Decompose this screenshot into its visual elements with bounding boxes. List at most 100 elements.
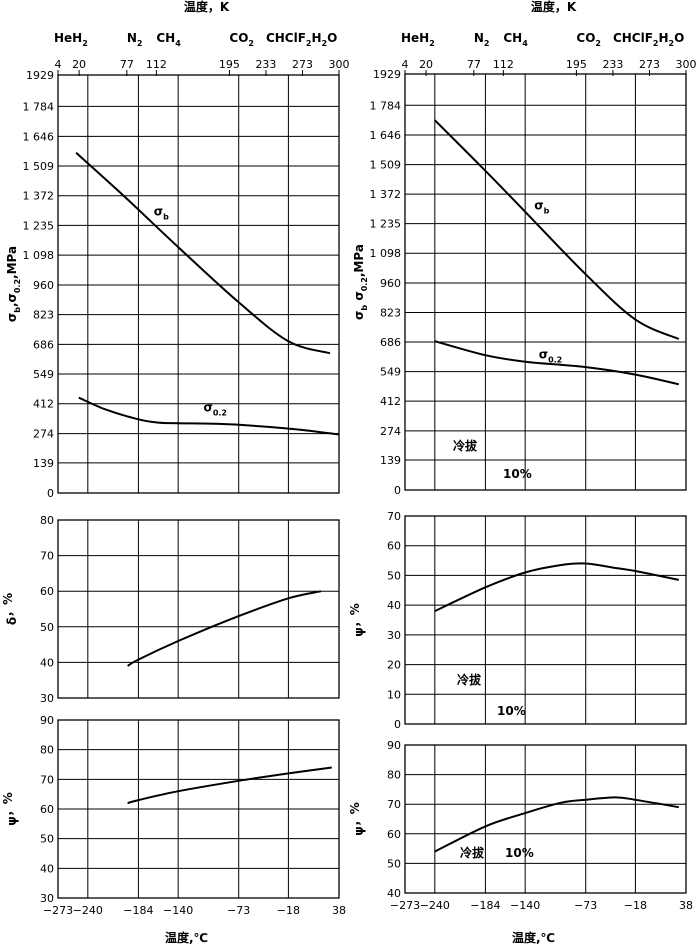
right-reduction-2-ytick-40: 40 — [387, 887, 401, 900]
left-strength-ytick-823: 823 — [33, 309, 54, 322]
left-strength-ytick-1784: 1 784 — [23, 100, 55, 113]
left-k-tick-195: 195 — [219, 58, 240, 71]
right-reduction-1-ytick-20: 20 — [387, 659, 401, 672]
panel-left-strength: 0 139 274 412 549 686 823 960 1 098 1 235 1 372 1 5… — [5, 69, 340, 500]
right-strength-ylabel-part-0: σ — [352, 311, 366, 320]
right-k-tick-4: 4 — [402, 58, 409, 71]
right-substance-ch: CH4 — [503, 31, 528, 48]
left-substance-co: CO2 — [229, 31, 254, 48]
right-bottom-axis-title: 温度,℃ — [512, 930, 555, 945]
right-substance-co-part-1: 2 — [595, 39, 601, 48]
left-strength-ytick-0: 0 — [47, 487, 54, 500]
left-strength-ytick-1098: 1 098 — [23, 249, 55, 262]
right-reduction-1-ytick-70: 70 — [387, 510, 401, 523]
right-xtick-38: 38 — [679, 899, 693, 912]
left-substance-chclf-part-4: O — [327, 31, 337, 45]
left-xtick--184: −184 — [123, 904, 153, 917]
right-substance-chclf-part-4: O — [674, 31, 684, 45]
left-xtick--18: −18 — [277, 904, 300, 917]
left-k-tick-77: 77 — [120, 58, 134, 71]
right-reduction-2-series-0-line — [434, 796, 679, 853]
left-substance-chclf-part-2: H — [311, 31, 321, 45]
left-strength-series-1-label-part-0: σ — [203, 401, 212, 415]
right-reduction-1-series-0-line — [434, 562, 680, 613]
left-xtick--73: −73 — [227, 904, 250, 917]
right-substance-n-part-1: 2 — [484, 39, 490, 48]
left-strength-series-0-line — [75, 152, 331, 355]
left-reduction-ylabel: ψ，% — [1, 792, 19, 826]
right-substance-n-part-0: N — [474, 31, 484, 45]
right-substance-ch-part-1: 4 — [522, 39, 528, 48]
right-k-tick-77: 77 — [467, 58, 481, 71]
left-strength-ytick-549: 549 — [33, 368, 54, 381]
right-strength-ytick-1509: 1 509 — [370, 159, 402, 172]
left-elongation-ytick-30: 30 — [40, 692, 54, 705]
left-strength-ytick-1509: 1 509 — [23, 160, 55, 173]
left-strength-series-0-label-part-1: b — [163, 213, 169, 222]
right-substance-chclf: CHClF2H2O — [613, 31, 684, 48]
right-substance-heh-part-0: HeH — [401, 31, 429, 45]
right-reduction-1-ytick-10: 10 — [387, 688, 401, 701]
right-strength-series-1-line — [434, 340, 680, 386]
right-strength-ytick-960: 960 — [380, 277, 401, 290]
left-substance-heh: HeH2 — [54, 31, 88, 48]
right-strength-series-0-label-part-0: σ — [534, 199, 543, 213]
right-strength-ylabel: σb σ0.2,MPa — [352, 244, 369, 320]
right-strength-ytick-0: 0 — [394, 484, 401, 497]
right-strength-frame — [404, 73, 687, 491]
left-strength-ytick-1929: 1929 — [26, 69, 54, 82]
right-reduction-1-ytick-60: 60 — [387, 540, 401, 553]
left-elongation-ytick-50: 50 — [40, 621, 54, 634]
left-strength-ytick-1235: 1 235 — [23, 219, 55, 232]
left-reduction-series-0-line — [127, 766, 332, 805]
left-k-tick-112: 112 — [146, 58, 167, 71]
right-reduction-1-ytick-0: 0 — [394, 718, 401, 731]
left-xtick--273: −273 — [43, 904, 73, 917]
right-k-tick-20: 20 — [419, 58, 433, 71]
right-xtick--240: −240 — [420, 899, 450, 912]
right-reduction-2-ytick-70: 70 — [387, 798, 401, 811]
left-strength-ytick-1646: 1 646 — [23, 130, 55, 143]
left-strength-ylabel-part-5: ,MPa — [5, 246, 19, 279]
right-reduction-1-ylabel: ψ，% — [348, 603, 366, 637]
right-reduction-2-ytick-50: 50 — [387, 857, 401, 870]
left-strength-series-0-label-part-0: σ — [154, 205, 163, 219]
left-substance-chclf: CHClF2H2O — [266, 31, 337, 48]
left-substance-chclf-part-3: 2 — [322, 39, 328, 48]
left-reduction-ytick-80: 80 — [40, 744, 54, 757]
right-strength-series-1-label: σ0.2 — [539, 347, 563, 364]
right-strength-series-0-line — [434, 119, 680, 340]
left-k-tick-233: 233 — [255, 58, 276, 71]
left-strength-series-1-line — [78, 396, 340, 436]
right-k-tick-300: 300 — [676, 58, 697, 71]
left-strength-series-1-label: σ0.2 — [203, 401, 227, 418]
right-strength-ytick-686: 686 — [380, 336, 401, 349]
right-substance-n: N2 — [474, 31, 490, 48]
panel-left-elongation: 30 40 50 60 70 80 δ，% — [1, 514, 340, 705]
left-strength-ytick-1372: 1 372 — [23, 190, 55, 203]
right-reduction-1-ytick-30: 30 — [387, 629, 401, 642]
right-strength-ytick-823: 823 — [380, 307, 401, 320]
left-strength-ylabel-part-1: b — [13, 307, 22, 313]
right-top-axis-title: 温度，K — [531, 0, 577, 14]
left-strength-frame — [57, 74, 340, 494]
right-substance-chclf-part-1: 2 — [653, 39, 659, 48]
left-reduction-ylabel-part-2: ，% — [1, 792, 15, 816]
right-reduction-2-annotation-text: 冷拔 — [460, 845, 485, 860]
left-substance-n-part-0: N — [127, 31, 137, 45]
right-strength-ytick-1098: 1 098 — [370, 247, 402, 260]
right-reduction-2-ylabel-part-2: ，% — [348, 802, 362, 826]
left-elongation-ytick-70: 70 — [40, 550, 54, 563]
right-strength-ylabel-part-5: ,MPa — [352, 244, 366, 277]
left-strength-ylabel-part-3: σ — [5, 293, 19, 302]
panel-right-reduction-2: 40 50 60 70 80 90 ψ，% 冷拔 10% — [348, 739, 687, 900]
right-reduction-2-ytick-80: 80 — [387, 769, 401, 782]
right-strength-annotation-pct: 10% — [503, 467, 532, 481]
right-reduction-1-ytick-50: 50 — [387, 569, 401, 582]
left-strength-ylabel-part-4: 0.2 — [13, 279, 22, 293]
left-elongation-ytick-40: 40 — [40, 656, 54, 669]
right-reduction-1-frame — [404, 515, 687, 725]
left-k-tick-20: 20 — [72, 58, 86, 71]
